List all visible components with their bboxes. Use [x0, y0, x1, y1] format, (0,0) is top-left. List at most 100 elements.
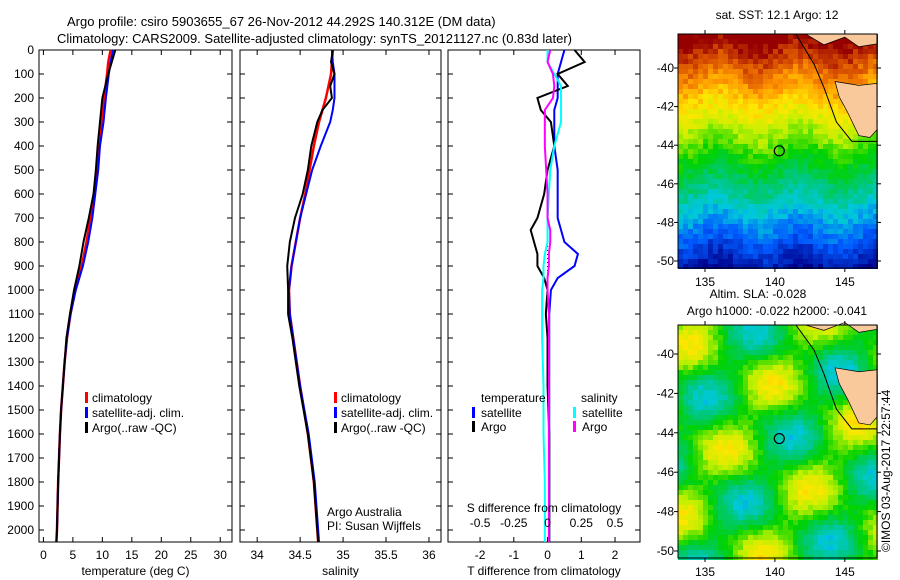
- map-cell: [778, 495, 783, 500]
- map-cell: [783, 94, 788, 99]
- map-cell: [763, 405, 768, 410]
- map-cell: [863, 530, 868, 535]
- map-cell: [813, 54, 818, 59]
- map-cell: [728, 209, 733, 214]
- map-cell: [833, 380, 838, 385]
- map-cell: [813, 510, 818, 515]
- map-cell: [713, 49, 718, 54]
- map-cell: [808, 520, 813, 525]
- map-cell: [818, 450, 823, 455]
- map-cell: [813, 455, 818, 460]
- map-cell: [798, 104, 803, 109]
- map-cell: [723, 450, 728, 455]
- x-tick-label: 34: [250, 548, 264, 562]
- map-cell: [813, 229, 818, 234]
- map-cell: [863, 505, 868, 510]
- map-cell: [853, 550, 858, 555]
- map-cell: [718, 400, 723, 405]
- map-cell: [828, 385, 833, 390]
- map-cell: [733, 500, 738, 505]
- map-cell: [733, 39, 738, 44]
- map-cell: [788, 370, 793, 375]
- map-cell: [703, 455, 708, 460]
- x-tick-label: 25: [184, 548, 198, 562]
- map-cell: [778, 415, 783, 420]
- map-cell: [733, 114, 738, 119]
- map-cell: [788, 460, 793, 465]
- map-cell: [718, 259, 723, 264]
- map-cell: [738, 545, 743, 550]
- map-cell: [863, 465, 868, 470]
- map-cell: [808, 500, 813, 505]
- map-cell: [753, 79, 758, 84]
- map-cell: [793, 335, 798, 340]
- map-cell: [713, 74, 718, 79]
- map-cell: [798, 540, 803, 545]
- map-cell: [783, 44, 788, 49]
- map-cell: [853, 540, 858, 545]
- map-cell: [873, 199, 878, 204]
- map-cell: [778, 325, 783, 330]
- map-cell: [703, 219, 708, 224]
- map-cell: [693, 535, 698, 540]
- map-cell: [683, 545, 688, 550]
- map-cell: [738, 259, 743, 264]
- map-cell: [763, 340, 768, 345]
- map-cell: [738, 510, 743, 515]
- map-cell: [873, 450, 878, 455]
- map-cell: [688, 495, 693, 500]
- map-cell: [693, 405, 698, 410]
- map-cell: [788, 89, 793, 94]
- map-cell: [783, 455, 788, 460]
- map-cell: [853, 345, 858, 350]
- map-cell: [733, 400, 738, 405]
- map-cell: [698, 520, 703, 525]
- map-cell: [823, 254, 828, 259]
- map-cell: [813, 174, 818, 179]
- map-cell: [743, 194, 748, 199]
- map-cell: [808, 545, 813, 550]
- map-cell: [838, 254, 843, 259]
- map-cell: [793, 124, 798, 129]
- map-cell: [793, 199, 798, 204]
- map-cell: [823, 139, 828, 144]
- map-cell: [833, 49, 838, 54]
- map-cell: [713, 330, 718, 335]
- map-cell: [758, 520, 763, 525]
- map-cell: [783, 485, 788, 490]
- legend-label: climatology: [92, 391, 152, 405]
- legend-swatch: [85, 407, 88, 418]
- series-line-s-satellite: [541, 50, 563, 542]
- series-line-climatology: [287, 49, 335, 543]
- map-cell: [798, 325, 803, 330]
- map-cell: [808, 214, 813, 219]
- map-cell: [688, 154, 693, 159]
- map-cell: [868, 69, 873, 74]
- map-cell: [853, 535, 858, 540]
- map-cell: [833, 480, 838, 485]
- map-cell: [733, 545, 738, 550]
- map-cell: [723, 350, 728, 355]
- map-cell: [858, 345, 863, 350]
- map-cell: [803, 500, 808, 505]
- map-cell: [683, 550, 688, 555]
- map-cell: [678, 34, 683, 39]
- map-cell: [798, 380, 803, 385]
- map-cell: [763, 475, 768, 480]
- x-tick-label: 0: [544, 548, 551, 562]
- map-cell: [718, 345, 723, 350]
- map-cell: [718, 325, 723, 330]
- map-cell: [678, 345, 683, 350]
- map-cell: [793, 64, 798, 69]
- map-cell: [768, 229, 773, 234]
- y-tick-label: 1200: [7, 331, 34, 345]
- map-cell: [768, 264, 773, 269]
- map-cell: [773, 204, 778, 209]
- map-cell: [713, 385, 718, 390]
- map-cell: [768, 485, 773, 490]
- map-cell: [818, 440, 823, 445]
- map-cell: [858, 535, 863, 540]
- map-cell: [813, 244, 818, 249]
- map-cell: [738, 420, 743, 425]
- map-cell: [678, 325, 683, 330]
